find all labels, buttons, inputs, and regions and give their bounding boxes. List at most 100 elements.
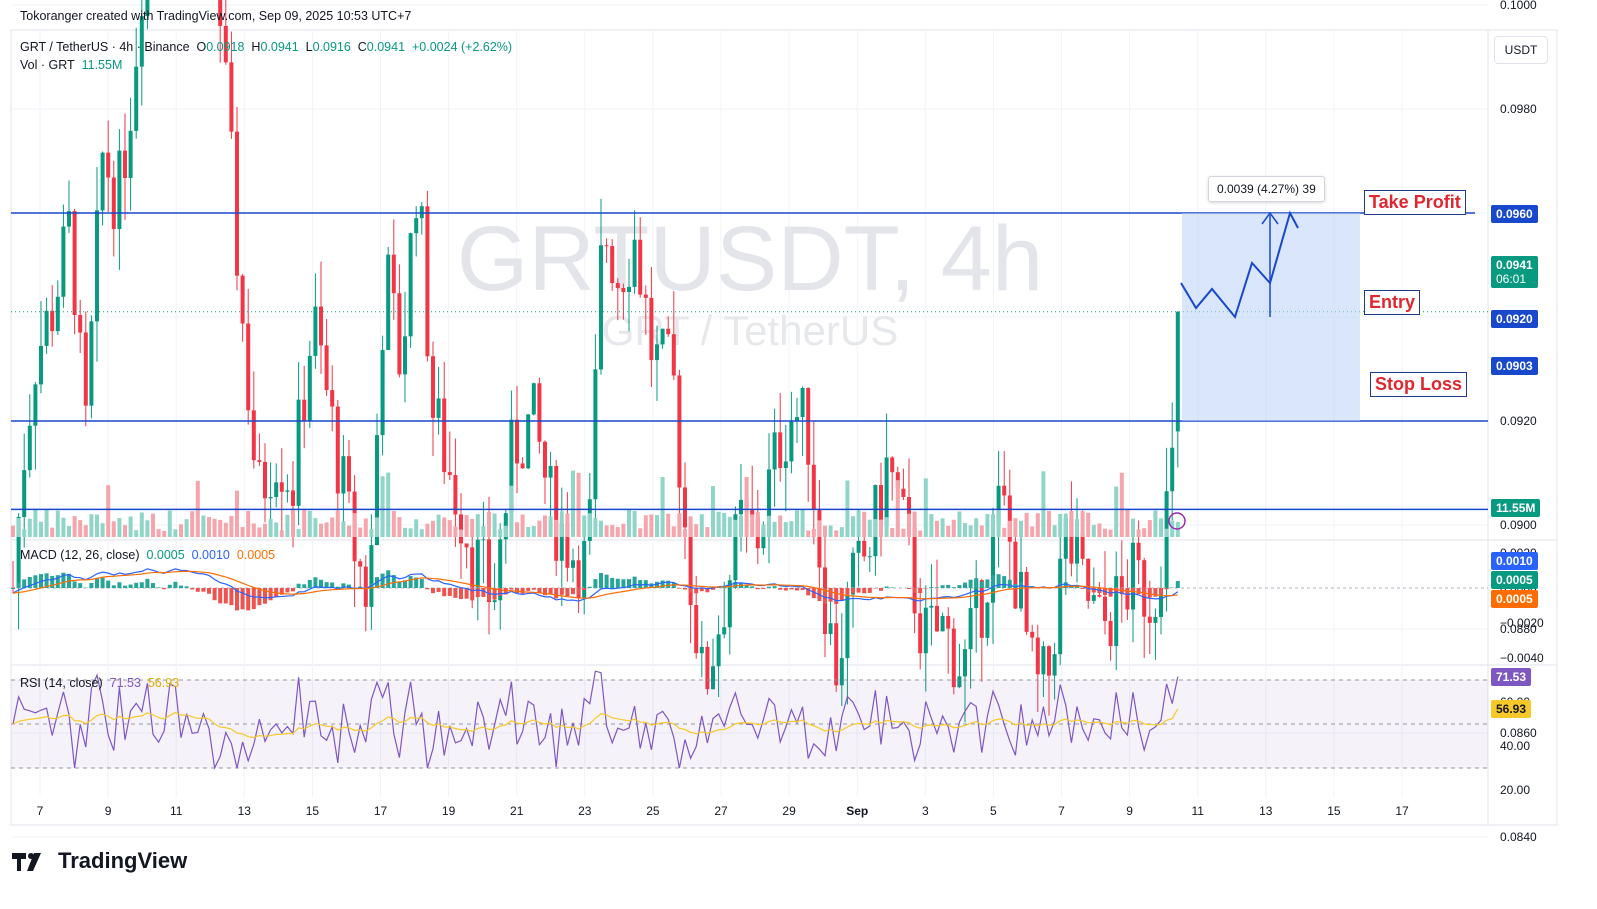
macd-hist-bar [459, 588, 463, 600]
macd-hist-bar [744, 584, 749, 588]
macd-hist-bar [733, 581, 738, 588]
volume-bar [190, 511, 195, 537]
macd-hist-bar [1147, 588, 1152, 598]
volume-bar [352, 513, 357, 537]
macd-hist-bar [100, 576, 105, 588]
x-tick-label: 5 [990, 804, 997, 818]
volume-bar [856, 510, 861, 537]
volume-bar [632, 510, 637, 537]
volume-bar [604, 525, 609, 537]
volume-bar [475, 514, 480, 537]
volume-bar [324, 522, 329, 537]
candle-body [89, 321, 94, 406]
volume-bar [839, 527, 844, 537]
volume-bar [302, 509, 307, 537]
macd-hist-bar [173, 581, 178, 588]
macd-hist-bar [694, 588, 699, 594]
volume-bar [783, 522, 788, 537]
volume-bar [207, 517, 211, 537]
macd-hist-bar [134, 582, 139, 588]
macd-hist-bar [33, 575, 38, 588]
candle-body [487, 539, 491, 603]
volume-bar [481, 525, 486, 537]
macd-hist-bar [184, 586, 189, 588]
candle-body [39, 345, 43, 385]
volume-bar [100, 523, 105, 537]
candle-body [979, 580, 984, 638]
candle-body [1063, 518, 1068, 559]
volume-bar [750, 514, 755, 537]
take-profit-label: Take Profit [1364, 190, 1466, 215]
volume-bar [78, 520, 83, 537]
volume-bar [347, 525, 351, 537]
macd-hist-bar [666, 580, 671, 588]
currency-button[interactable]: USDT [1494, 36, 1548, 64]
candle-body [1030, 631, 1035, 638]
candle-body [811, 464, 816, 510]
candle-body [716, 634, 721, 667]
macd-hist-bar [543, 588, 547, 596]
macd-hist-bar [1075, 586, 1079, 588]
candle-body [408, 233, 413, 337]
candle-body [285, 490, 290, 492]
macd-hist-bar [548, 588, 553, 594]
macd-hist-bar [16, 582, 21, 588]
candle-body [1069, 518, 1074, 564]
candle-body [1125, 589, 1130, 610]
volume-bar [246, 511, 251, 537]
volume-bar [935, 520, 939, 537]
volume-bar [218, 519, 223, 537]
macd-hist-bar [106, 580, 111, 588]
candle-body [55, 296, 60, 332]
x-tick-label: 17 [374, 804, 388, 818]
volume-bar [274, 522, 279, 537]
volume-bar [1131, 518, 1135, 537]
macd-hist-bar [313, 577, 318, 588]
volume-bar [447, 520, 452, 537]
volume-bar [1136, 529, 1141, 537]
candle-body [688, 527, 693, 606]
volume-bar [828, 525, 833, 537]
macd-line-tag: 0.0010 [1491, 552, 1538, 570]
candle-body [957, 676, 962, 688]
macd-hist-bar [1108, 588, 1113, 597]
candle-body [604, 245, 609, 247]
candle-body [1091, 595, 1096, 601]
candle-body [363, 566, 368, 607]
candle-body [699, 646, 704, 654]
candle-body [380, 349, 385, 436]
volume-bar [403, 527, 407, 537]
macd-hist-bar [963, 582, 967, 588]
volume-bar [151, 513, 155, 537]
candle-body [375, 435, 379, 546]
candle-body [72, 211, 77, 315]
macd-hist-bar [347, 584, 351, 588]
macd-hist-bar [711, 588, 715, 590]
volume-bar [369, 528, 374, 537]
macd-hist-bar [1164, 588, 1169, 590]
volume-bar [722, 512, 727, 537]
macd-hist-bar [884, 586, 889, 588]
macd-hist-bar [985, 579, 990, 588]
candle-body [879, 485, 883, 526]
macd-hist-bar [117, 582, 122, 588]
volume-legend: Vol · GRT 11.55M [20, 58, 123, 72]
volume-bar [341, 521, 346, 537]
volume-bar [268, 518, 273, 537]
candle-body [436, 398, 441, 418]
candle-body [274, 482, 279, 498]
candle-body [453, 475, 458, 515]
x-tick-label: 9 [1126, 804, 1133, 818]
macd-hist-bar [1058, 582, 1063, 588]
macd-hist-bar [879, 588, 883, 591]
macd-hist-bar [442, 588, 447, 597]
ohlc-low: 0.0916 [312, 40, 351, 54]
candle-body [940, 615, 945, 632]
candle-body [313, 306, 318, 356]
macd-hist-bar [156, 587, 161, 588]
candle-body [492, 600, 497, 603]
credit-text: Tokoranger created with TradingView.com,… [20, 9, 412, 23]
candle-body [268, 497, 273, 499]
volume-bar [996, 509, 1001, 537]
